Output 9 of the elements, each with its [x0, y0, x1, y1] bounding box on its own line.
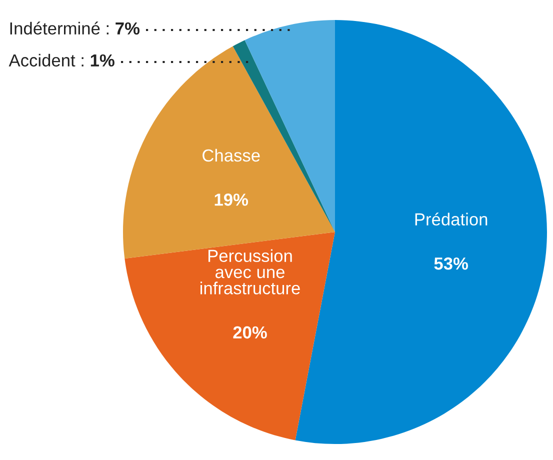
slice-label: Chasse	[202, 148, 260, 162]
slice-label: Accident : 1%	[8, 54, 114, 67]
pie-slice	[124, 232, 335, 440]
slice-label: Percussion avec une infrastructure	[200, 249, 300, 294]
slice-label: Indéterminé : 7%	[10, 22, 140, 35]
data-label: 19%	[214, 194, 248, 206]
slice-label: Prédation	[415, 212, 488, 226]
data-label: 20%	[233, 326, 267, 339]
data-label: 53%	[434, 257, 468, 270]
